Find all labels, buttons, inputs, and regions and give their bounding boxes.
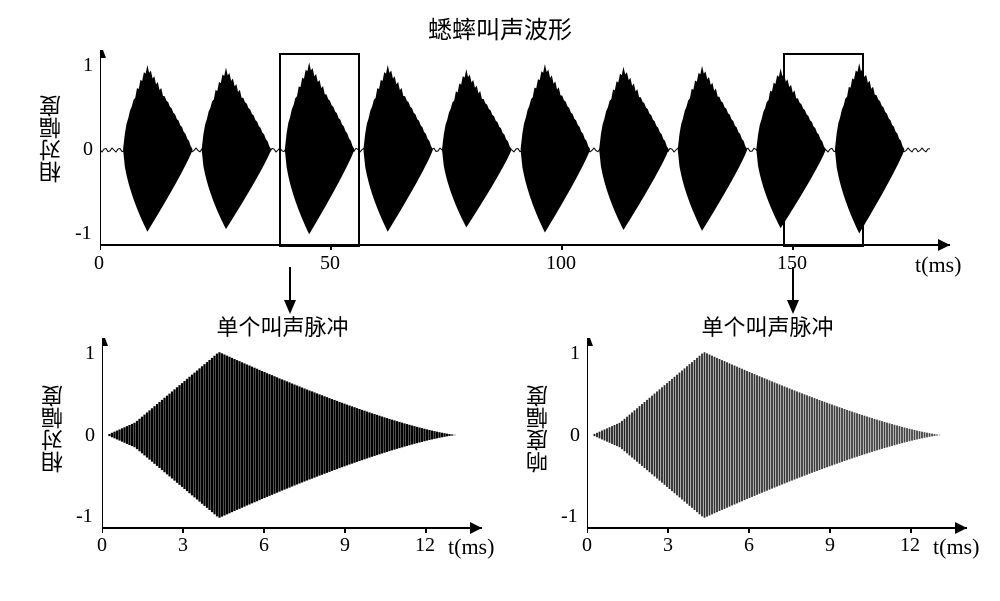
top-xlabel: t(ms)	[915, 252, 961, 278]
bl-xtick-0: 0	[97, 534, 107, 557]
top-ylabel: 相对幅度	[36, 95, 68, 183]
bottom-charts-container: 单个叫声脉冲 相对幅度 1 0 -1	[30, 310, 970, 580]
bl-plot-svg	[102, 338, 502, 553]
bl-ytick-0: 0	[85, 424, 95, 447]
bl-ylabel: 相对幅度	[38, 385, 70, 473]
br-xtick-3: 3	[663, 534, 673, 557]
top-ytick-0: 0	[83, 138, 93, 161]
bl-xtick-12: 12	[415, 534, 435, 557]
br-ytick-0: 0	[570, 424, 580, 447]
bl-ytick-1: 1	[85, 342, 95, 365]
top-ytick-neg1: -1	[75, 222, 92, 245]
br-xtick-12: 12	[900, 534, 920, 557]
top-xtick-100: 100	[546, 252, 576, 275]
br-ytick-neg1: -1	[561, 505, 578, 528]
br-xtick-0: 0	[582, 534, 592, 557]
top-xtick-0: 0	[94, 252, 104, 275]
br-plot-svg	[587, 338, 987, 553]
br-xlabel: t(ms)	[933, 534, 979, 560]
top-chart-title: 蟋蟀叫声波形	[30, 10, 970, 45]
top-ytick-1: 1	[83, 54, 93, 77]
br-ylabel: 响度幅度	[523, 385, 555, 473]
top-plot-svg	[100, 50, 970, 270]
bl-xtick-6: 6	[259, 534, 269, 557]
top-xtick-150: 150	[777, 252, 807, 275]
bottom-right-chart: 单个叫声脉冲 响度幅度 1 0 -1 0 3	[515, 310, 970, 580]
br-ytick-1: 1	[570, 342, 580, 365]
br-xtick-6: 6	[744, 534, 754, 557]
br-xtick-9: 9	[825, 534, 835, 557]
bottom-left-chart: 单个叫声脉冲 相对幅度 1 0 -1	[30, 310, 485, 580]
top-waveform-chart: 蟋蟀叫声波形 相对幅度 1 0 -1	[30, 10, 970, 290]
bl-xtick-9: 9	[340, 534, 350, 557]
bl-ytick-neg1: -1	[76, 505, 93, 528]
bl-xlabel: t(ms)	[448, 534, 494, 560]
bl-xtick-3: 3	[178, 534, 188, 557]
top-xtick-50: 50	[320, 252, 340, 275]
